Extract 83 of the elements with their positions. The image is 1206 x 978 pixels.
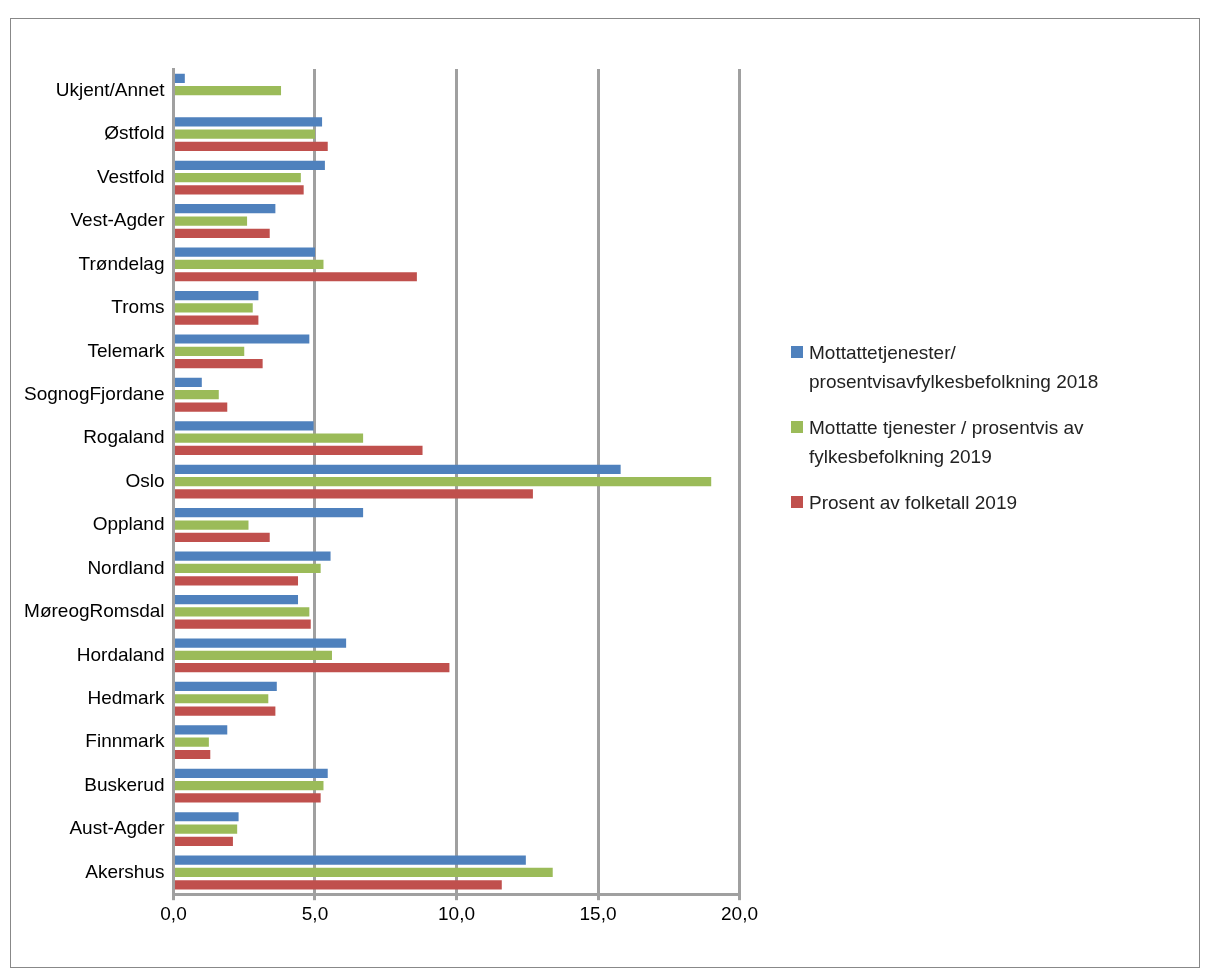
legend-label: Prosent av folketall 2019: [809, 491, 1018, 515]
bar: [175, 520, 249, 530]
bar: [175, 749, 211, 760]
x-tick-label: 20,0: [721, 902, 758, 924]
bar: [175, 185, 304, 195]
bar: [175, 421, 314, 431]
bar: [175, 836, 233, 846]
bar: [175, 781, 324, 791]
y-tick-label: Akershus: [85, 860, 165, 882]
y-tick-label: Telemark: [87, 339, 165, 361]
bar: [175, 346, 245, 356]
bar: [175, 867, 553, 878]
bar: [175, 607, 310, 617]
bar: [175, 160, 325, 170]
bar: [175, 551, 331, 561]
y-tick-label: Buskerud: [84, 773, 165, 795]
y-tick-label: Hordaland: [76, 643, 165, 665]
bar: [175, 433, 364, 443]
bar: [175, 650, 332, 660]
bar: [175, 377, 202, 388]
bar: [175, 681, 277, 692]
y-tick-label: MøreogRomsdal: [24, 600, 165, 622]
bar: [175, 855, 526, 865]
bar: [175, 594, 299, 605]
y-tick-label: Rogaland: [83, 426, 165, 448]
y-tick-label: Trøndelag: [78, 252, 165, 274]
bar: [175, 334, 310, 344]
bar: [175, 694, 269, 704]
bar: [175, 359, 263, 369]
bar: [175, 824, 238, 834]
bar: [175, 476, 712, 487]
bar: [175, 880, 502, 890]
bar: [175, 445, 423, 456]
bar: [175, 812, 239, 822]
bar: [175, 638, 347, 648]
bar: [175, 737, 209, 747]
bar: [175, 508, 364, 518]
bar: [175, 247, 315, 257]
bar: [175, 117, 323, 127]
y-tick-label: Aust-Agder: [69, 817, 166, 839]
y-tick-label: Oppland: [92, 513, 165, 535]
bar: [175, 141, 328, 152]
bar: [175, 532, 270, 542]
bar: [175, 228, 270, 238]
y-tick-label: Hedmark: [87, 686, 165, 708]
y-tick-label: Ukjent/Annet: [55, 78, 166, 100]
legend-label: Mottattetjenester/ prosentvisavfylkesbefolkning 2018: [809, 341, 1100, 394]
y-tick-label: Vest-Agder: [70, 209, 166, 231]
y-tick-label: Nordland: [87, 556, 165, 578]
bar: [175, 563, 321, 574]
bar: [175, 303, 253, 313]
y-tick-label: Finnmark: [85, 730, 165, 752]
bar: [175, 204, 276, 214]
bar: [175, 576, 299, 586]
bar: [175, 619, 311, 629]
bar: [175, 129, 315, 139]
x-tick-label: 0,0: [160, 902, 187, 924]
y-tick-label: Vestfold: [96, 165, 165, 187]
bar: [175, 725, 228, 735]
x-tick-label: 5,0: [301, 902, 329, 924]
bar: [175, 216, 248, 226]
bar: [175, 73, 185, 84]
bar: [175, 489, 533, 499]
bar: [175, 464, 621, 474]
bar: [175, 793, 321, 803]
bar: [175, 86, 282, 96]
y-tick-label: Østfold: [104, 122, 165, 144]
x-tick-label: 10,0: [438, 902, 475, 924]
bar: [175, 402, 228, 412]
y-tick-label: SognogFjordane: [24, 382, 165, 404]
x-tick-label: 15,0: [579, 902, 617, 924]
bar: [175, 768, 328, 778]
bar: [175, 663, 450, 673]
bar: [175, 259, 324, 270]
y-tick-label: Oslo: [125, 469, 165, 491]
y-tick-label: Troms: [111, 296, 165, 318]
legend-label: Mottatte tjenester / prosentvis av fylkesbefolkning 2019: [809, 416, 1085, 469]
bar: [175, 290, 259, 301]
bar: [175, 172, 301, 183]
bar: [175, 706, 276, 716]
bar: [175, 390, 219, 400]
bar: [175, 272, 417, 282]
bar: [175, 315, 259, 325]
